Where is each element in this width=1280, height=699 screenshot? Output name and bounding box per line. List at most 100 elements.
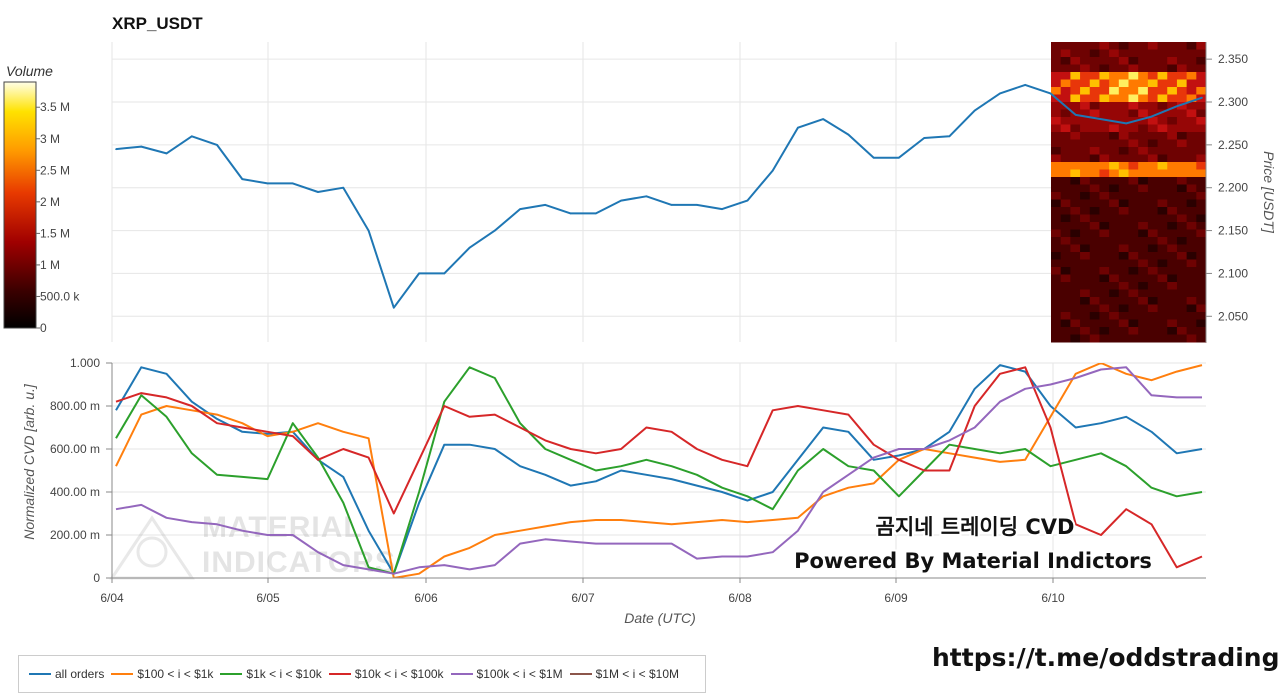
heatmap-cell bbox=[1051, 72, 1062, 80]
heatmap-cell bbox=[1128, 154, 1139, 163]
heatmap-cell bbox=[1118, 49, 1129, 58]
price-point bbox=[1125, 122, 1128, 125]
heatmap-cell bbox=[1157, 72, 1168, 80]
heatmap-cell bbox=[1099, 79, 1110, 88]
heatmap-cell bbox=[1186, 327, 1197, 335]
heatmap-cell bbox=[1147, 109, 1159, 118]
heatmap-cell bbox=[1051, 42, 1062, 50]
colorbar-gradient bbox=[3, 81, 37, 329]
heatmap-cell bbox=[1167, 94, 1178, 103]
heatmap-cell bbox=[1147, 184, 1159, 193]
heatmap-cell bbox=[1080, 297, 1091, 305]
heatmap-cell bbox=[1099, 169, 1110, 178]
heatmap-cell bbox=[1109, 237, 1120, 245]
heatmap-cell bbox=[1157, 139, 1168, 148]
heatmap-cell bbox=[1196, 132, 1207, 140]
heatmap-cell bbox=[1186, 312, 1197, 320]
heatmap-cell bbox=[1157, 109, 1168, 118]
heatmap-cell bbox=[1109, 72, 1120, 80]
legend-swatch bbox=[29, 673, 51, 675]
heatmap-cell bbox=[1099, 289, 1110, 298]
heatmap-cell bbox=[1157, 124, 1168, 133]
heatmap-cell bbox=[1109, 184, 1120, 193]
heatmap-cell bbox=[1080, 319, 1091, 328]
price-point bbox=[872, 156, 875, 159]
heatmap-cell bbox=[1118, 117, 1129, 125]
heatmap-cell bbox=[1138, 312, 1149, 320]
heatmap-cell bbox=[1070, 117, 1081, 125]
heatmap-cell bbox=[1157, 274, 1168, 283]
heatmap-cell bbox=[1186, 87, 1197, 95]
heatmap-cell bbox=[1080, 229, 1091, 238]
heatmap-cell bbox=[1176, 297, 1188, 305]
heatmap-cell bbox=[1060, 289, 1071, 298]
heatmap-cell bbox=[1118, 124, 1129, 133]
legend-item[interactable]: $10k < i < $100k bbox=[328, 667, 444, 681]
heatmap-cell bbox=[1070, 154, 1081, 163]
heatmap-cell bbox=[1109, 139, 1120, 148]
price-point bbox=[721, 208, 723, 210]
heatmap-cell bbox=[1089, 214, 1100, 223]
heatmap-cell bbox=[1051, 192, 1062, 200]
price-point bbox=[746, 199, 749, 202]
heatmap-cell bbox=[1176, 177, 1188, 185]
heatmap-cell bbox=[1080, 147, 1091, 155]
heatmap-cell bbox=[1080, 87, 1091, 95]
heatmap-cell bbox=[1070, 169, 1081, 178]
heatmap-cell bbox=[1128, 109, 1139, 118]
cvd-line-all-orders bbox=[115, 364, 1203, 575]
heatmap-cell bbox=[1147, 274, 1159, 283]
heatmap-cell bbox=[1070, 207, 1081, 215]
heatmap-cell bbox=[1080, 312, 1091, 320]
heatmap-cell bbox=[1109, 79, 1120, 88]
heatmap-cell bbox=[1080, 72, 1091, 80]
heatmap-cell bbox=[1080, 259, 1091, 268]
heatmap-cell bbox=[1138, 109, 1149, 118]
legend-item[interactable]: $100 < i < $1k bbox=[111, 667, 213, 681]
heatmap-cell bbox=[1147, 117, 1159, 125]
heatmap-cell bbox=[1109, 297, 1120, 305]
legend-swatch bbox=[569, 673, 592, 675]
heatmap-cell bbox=[1051, 304, 1062, 313]
heatmap-cell bbox=[1138, 282, 1149, 290]
heatmap-cell bbox=[1060, 57, 1071, 65]
heatmap-cell bbox=[1176, 162, 1188, 170]
heatmap-cell bbox=[1167, 229, 1178, 238]
heatmap-cell bbox=[1186, 169, 1197, 178]
heatmap-cell bbox=[1109, 304, 1120, 313]
heatmap-cell bbox=[1051, 117, 1062, 125]
heatmap-cell bbox=[1109, 319, 1120, 328]
heatmap-cell bbox=[1118, 94, 1129, 103]
legend-item[interactable]: $1k < i < $10k bbox=[220, 667, 322, 681]
heatmap-cell bbox=[1118, 304, 1129, 313]
heatmap-cell bbox=[1118, 102, 1129, 110]
heatmap-cell bbox=[1176, 327, 1188, 335]
heatmap-cell bbox=[1176, 132, 1188, 140]
heatmap-cell bbox=[1176, 147, 1188, 155]
heatmap-cell bbox=[1167, 42, 1178, 50]
legend-item[interactable]: $100k < i < $1M bbox=[450, 667, 563, 681]
heatmap-cell bbox=[1080, 177, 1091, 185]
x-tick-label: 6/10 bbox=[1041, 591, 1065, 605]
heatmap-cell bbox=[1157, 132, 1168, 140]
heatmap-cell bbox=[1176, 42, 1188, 50]
heatmap-cell bbox=[1099, 237, 1110, 245]
heatmap-cell bbox=[1080, 139, 1091, 148]
heatmap-cell bbox=[1196, 297, 1207, 305]
price-line bbox=[115, 83, 1203, 309]
legend-item[interactable]: $1M < i < $10M bbox=[569, 667, 679, 681]
heatmap-cell bbox=[1060, 214, 1071, 223]
colorbar-tick-label: 3 M bbox=[40, 132, 60, 146]
heatmap-cell bbox=[1051, 334, 1062, 343]
heatmap-cell bbox=[1060, 274, 1071, 283]
legend-item[interactable]: all orders bbox=[29, 667, 104, 681]
heatmap-cell bbox=[1196, 49, 1207, 58]
heatmap-cell bbox=[1060, 162, 1071, 170]
x-tick-label: 6/09 bbox=[884, 591, 908, 605]
heatmap-cell bbox=[1099, 192, 1110, 200]
heatmap-cell bbox=[1080, 117, 1091, 125]
heatmap-cell bbox=[1109, 214, 1120, 223]
telegram-link[interactable]: https://t.me/oddstrading2 bbox=[932, 643, 1280, 672]
heatmap-cell bbox=[1099, 42, 1110, 50]
